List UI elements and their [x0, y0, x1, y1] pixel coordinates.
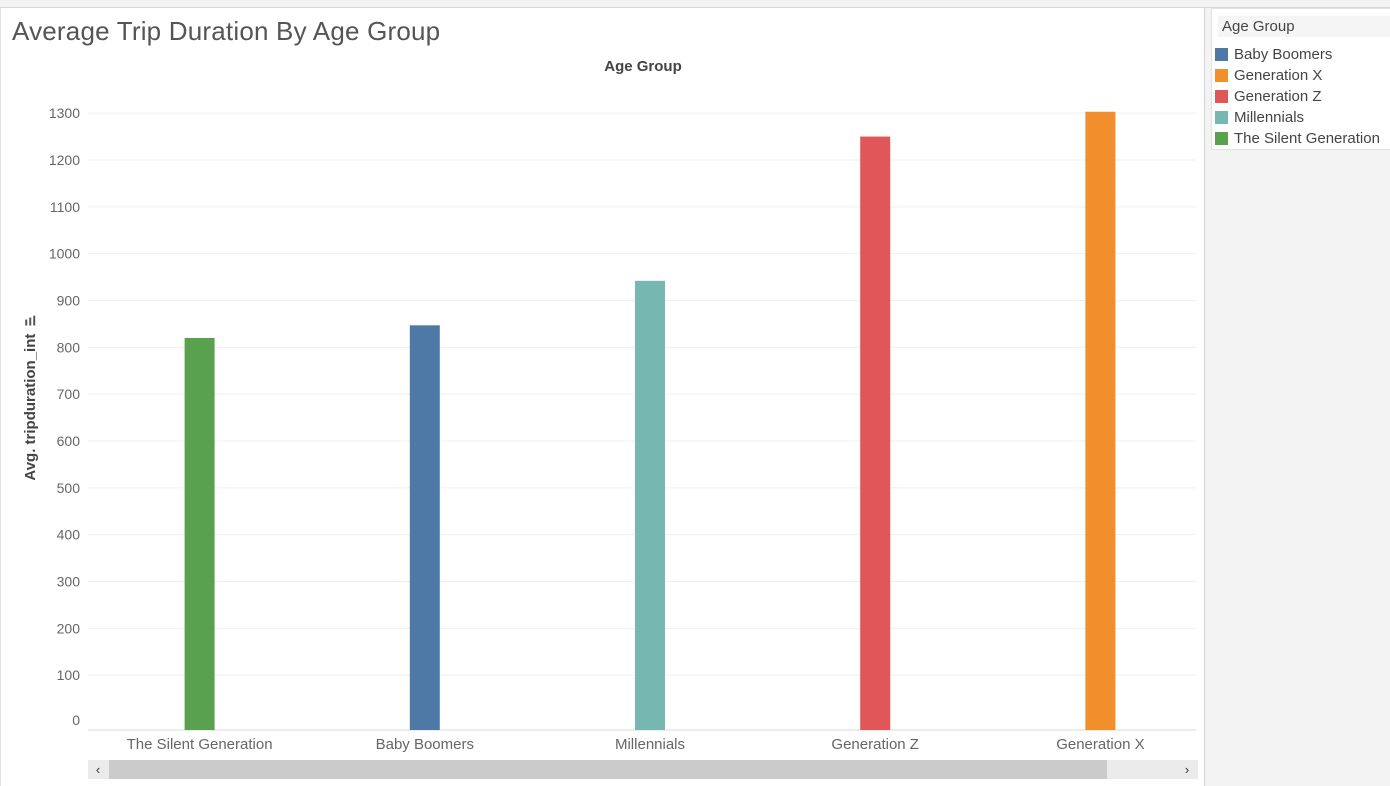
y-tick-label: 100 — [57, 667, 81, 683]
chevron-right-icon[interactable]: › — [1184, 762, 1190, 777]
chart-title: Average Trip Duration By Age Group — [12, 16, 441, 46]
x-tick-label: Generation Z — [831, 736, 919, 753]
legend-label: The Silent Generation — [1234, 129, 1380, 147]
bar[interactable] — [635, 280, 665, 730]
y-axis-ticks: 0 100 200 300 400 500 600 700 800 900 1000 1100 1200… — [49, 105, 80, 728]
y-tick-label: 1000 — [49, 246, 80, 262]
bar[interactable] — [1085, 111, 1116, 730]
horizontal-scrollbar-thumb[interactable] — [109, 760, 1107, 779]
top-rule — [0, 0, 1390, 8]
legend-title[interactable]: Age Group — [1218, 16, 1390, 37]
bar[interactable] — [860, 136, 891, 730]
y-tick-label: 900 — [57, 292, 81, 308]
legend-label: Generation X — [1234, 66, 1323, 84]
legend-swatch — [1215, 131, 1228, 145]
y-tick-label: 1300 — [49, 105, 80, 121]
bar[interactable] — [184, 337, 215, 730]
bar[interactable] — [409, 325, 440, 730]
y-tick-label: 1100 — [50, 199, 80, 215]
y-tick-label: 800 — [57, 339, 81, 355]
legend-item[interactable]: Baby Boomers — [1215, 44, 1332, 64]
legend-swatch — [1215, 68, 1228, 82]
x-tick-label: Millennials — [615, 736, 685, 753]
y-tick-label: 300 — [57, 573, 81, 589]
sort-ascending-icon[interactable] — [23, 315, 40, 326]
legend-swatch — [1215, 47, 1228, 61]
x-axis-ticks: The Silent Generation Baby Boomers Millenn… — [127, 736, 1145, 753]
y-axis-label[interactable]: Avg. tripduration_int — [22, 315, 40, 481]
legend-item[interactable]: Generation X — [1215, 65, 1322, 85]
legend-swatch — [1215, 110, 1228, 124]
bars — [184, 111, 1116, 730]
x-tick-label: The Silent Generation — [127, 736, 273, 753]
legend-label: Millennials — [1234, 108, 1305, 126]
y-tick-label: 400 — [57, 527, 81, 543]
legend-item[interactable]: Generation Z — [1215, 86, 1322, 106]
x-tick-label: Generation X — [1056, 736, 1144, 753]
legend-swatch — [1215, 89, 1228, 103]
y-tick-label: 1200 — [49, 152, 80, 168]
chevron-left-icon[interactable]: ‹ — [95, 762, 101, 777]
legend-label: Baby Boomers — [1234, 45, 1333, 63]
y-tick-label: 600 — [57, 433, 81, 449]
legend-item[interactable]: The Silent Generation — [1215, 128, 1380, 148]
y-tick-label: 700 — [57, 386, 81, 402]
legend-label: Generation Z — [1234, 87, 1322, 105]
bar-chart: 0 100 200 300 400 500 600 700 800 900 1000 1100 1200… — [49, 105, 1196, 753]
x-tick-label: Baby Boomers — [376, 736, 474, 753]
column-header-label: Age Group — [604, 58, 682, 75]
y-tick-label: 0 — [72, 712, 80, 728]
y-tick-label: 200 — [57, 620, 81, 636]
y-tick-label: 500 — [57, 480, 81, 496]
legend-item[interactable]: Millennials — [1215, 107, 1304, 127]
